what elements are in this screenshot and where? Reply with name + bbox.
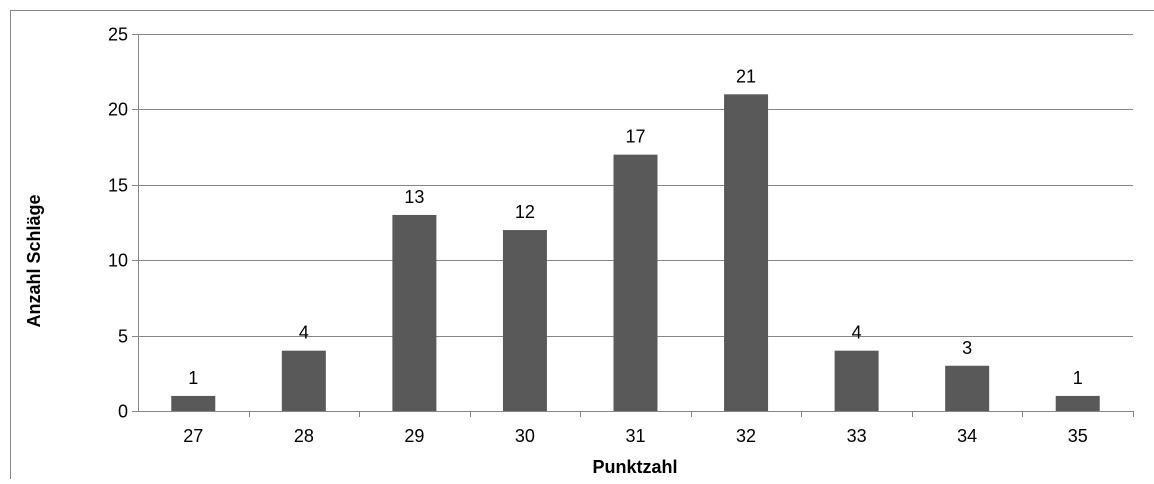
bar xyxy=(724,94,768,411)
y-tick-label: 10 xyxy=(108,251,128,271)
y-tick-label: 0 xyxy=(118,402,128,422)
labels: 0 5 10 15 20 25 27 1 28 4 29 13 30 12 31 17 32 21 33 4 34 3 35… xyxy=(108,25,1088,447)
data-label: 3 xyxy=(962,338,972,358)
y-tick-label: 25 xyxy=(108,25,128,45)
bar xyxy=(282,351,326,411)
x-tick-label: 30 xyxy=(515,426,535,446)
data-label: 21 xyxy=(736,66,756,86)
data-label: 1 xyxy=(1073,368,1083,388)
data-label: 4 xyxy=(852,323,862,343)
x-tick-label: 31 xyxy=(625,426,645,446)
data-label: 13 xyxy=(404,187,424,207)
x-tick-label: 33 xyxy=(847,426,867,446)
bar xyxy=(945,366,989,411)
x-axis-title: Punktzahl xyxy=(592,457,677,477)
x-tick-label: 29 xyxy=(404,426,424,446)
x-tick-label: 32 xyxy=(736,426,756,446)
y-axis-title: Anzahl Schläge xyxy=(24,194,44,327)
bar xyxy=(171,396,215,411)
y-tick-label: 5 xyxy=(118,327,128,347)
data-label: 12 xyxy=(515,202,535,222)
x-tick-label: 34 xyxy=(957,426,977,446)
data-label: 1 xyxy=(188,368,198,388)
bar xyxy=(835,351,879,411)
y-tick-label: 15 xyxy=(108,176,128,196)
bar xyxy=(392,215,436,411)
data-label: 4 xyxy=(299,323,309,343)
x-tick-label: 35 xyxy=(1068,426,1088,446)
bar xyxy=(614,155,658,411)
bar xyxy=(1056,396,1100,411)
x-tick-label: 28 xyxy=(294,426,314,446)
x-tick-label: 27 xyxy=(183,426,203,446)
bar xyxy=(503,230,547,411)
y-tick-label: 20 xyxy=(108,100,128,120)
data-label: 17 xyxy=(625,127,645,147)
